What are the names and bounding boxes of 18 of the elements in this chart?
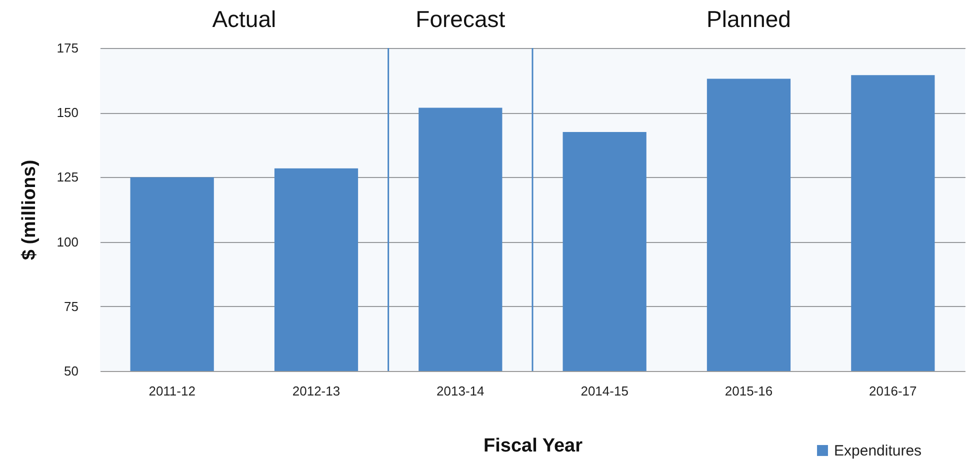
y-axis-title: $ (millions) xyxy=(18,160,40,260)
y-tick-label: 100 xyxy=(56,234,78,250)
band-label: Forecast xyxy=(416,6,506,32)
legend-label: Expenditures xyxy=(834,442,922,460)
y-tick-label: 125 xyxy=(56,170,78,185)
x-tick-label: 2014-15 xyxy=(580,384,628,398)
x-axis-title: Fiscal Year xyxy=(484,436,584,456)
y-tick-label: 175 xyxy=(56,40,78,56)
x-tick-label: 2015-16 xyxy=(724,384,773,398)
x-tick-label: 2016-17 xyxy=(869,384,917,398)
band-label: Actual xyxy=(212,6,276,32)
x-tick-label: 2011-12 xyxy=(148,384,196,398)
y-tick-label: 50 xyxy=(64,364,78,378)
y-tick-label: 75 xyxy=(64,298,78,314)
band-label: Planned xyxy=(706,6,791,32)
x-tick-label: 2012-13 xyxy=(292,384,340,398)
x-tick-label: 2013-14 xyxy=(436,384,484,398)
y-tick-label: 150 xyxy=(56,105,78,120)
